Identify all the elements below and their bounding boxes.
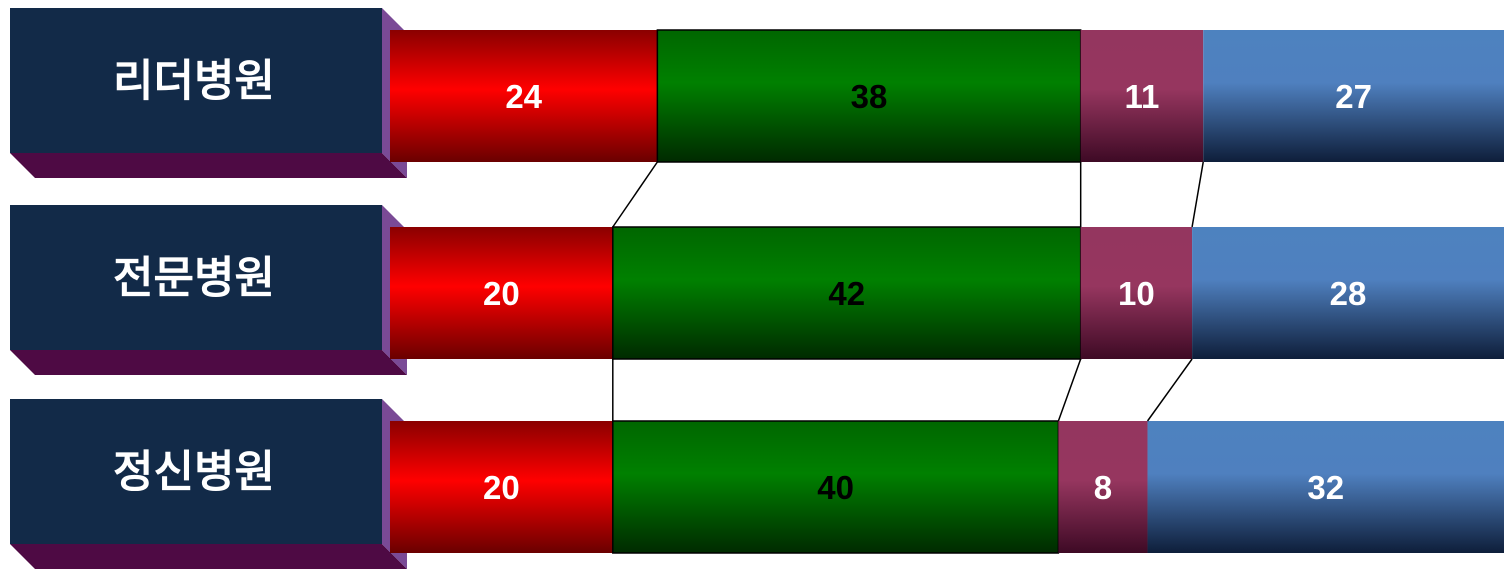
connector-layer [612, 161, 1204, 422]
bar-segment-0-2 [1080, 30, 1204, 162]
category-label: 리더병원 [113, 56, 275, 107]
data-label: 32 [1307, 469, 1344, 506]
bar-segment-2-1 [612, 420, 1060, 554]
category-label-box [10, 205, 382, 350]
bar-segment-0-3 [1203, 30, 1504, 162]
bar-segment-2-0 [390, 421, 613, 553]
category-label: 전문병원 [113, 253, 275, 304]
connector-line [1146, 358, 1193, 422]
connector-line [1057, 358, 1082, 422]
data-label: 38 [851, 78, 888, 115]
data-label: 8 [1094, 469, 1112, 506]
bar-segment-0-1 [656, 29, 1082, 163]
data-label: 24 [505, 78, 542, 115]
bar-segment-2-2 [1058, 421, 1148, 553]
value-label-layer: 24 38 11 27 20 42 10 28 20 40 8 32 [483, 78, 1372, 506]
connector-line [1191, 161, 1204, 228]
data-label: 20 [483, 469, 520, 506]
bar-layer [390, 29, 1504, 554]
data-label: 20 [483, 275, 520, 312]
category-label-shadow [10, 350, 407, 375]
bar-segment-1-1 [612, 226, 1082, 360]
bar-segment-1-0 [390, 227, 613, 359]
category-label-shadow [10, 544, 407, 569]
category-label: 정신병원 [113, 447, 275, 498]
bar-segment-1-2 [1080, 227, 1193, 359]
data-label: 11 [1125, 78, 1160, 115]
data-label: 10 [1118, 275, 1155, 312]
category-label-box [10, 399, 382, 544]
category-label-box [10, 8, 382, 153]
data-label: 40 [817, 469, 854, 506]
bar-segment-1-3 [1192, 227, 1504, 359]
data-label: 28 [1330, 275, 1367, 312]
connector-line [612, 161, 658, 228]
category-label-shadow [10, 153, 407, 178]
data-label: 42 [828, 275, 865, 312]
bar-segment-2-3 [1147, 421, 1504, 553]
bar-segment-0-0 [390, 30, 658, 162]
data-label: 27 [1335, 78, 1372, 115]
